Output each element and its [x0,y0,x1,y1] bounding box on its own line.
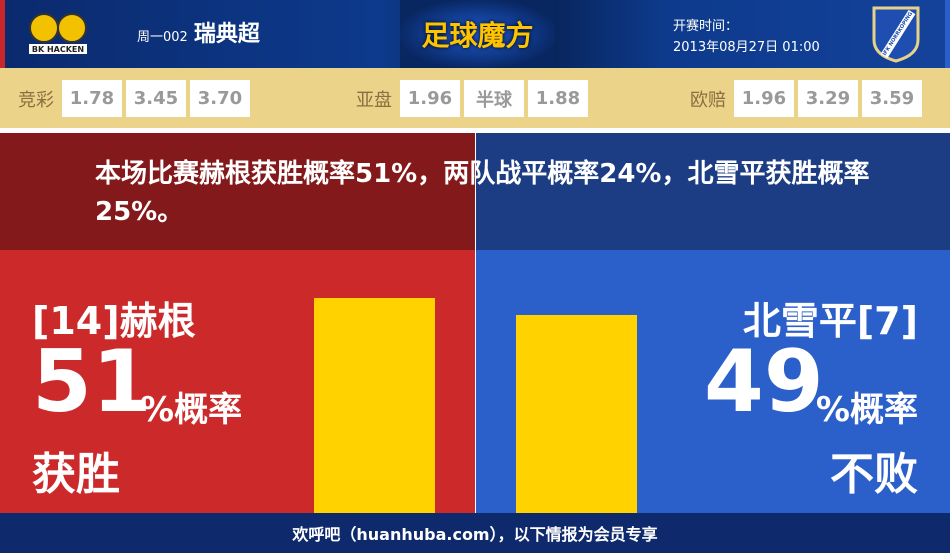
kickoff-time: 开赛时间： 2013年08月27日 01:00 [673,16,820,58]
home-panel: [14]赫根 51 %概率 获胜 [0,250,475,513]
away-panel: 北雪平[7] 49 %概率 不败 [476,250,950,513]
home-logo-text: BK HACKEN [32,45,84,54]
odds-value: 半球 [464,80,524,117]
away-team-logo: IFK NORRKOPING [872,6,920,63]
odds-label: 欧赔 [690,89,726,111]
league-name: 瑞典超 [193,22,260,47]
odds-jingcai: 竞彩 1.78 3.45 3.70 [18,80,250,117]
away-result: 不败 [830,449,918,500]
home-probability-bar [314,298,435,513]
home-result: 获胜 [32,449,120,500]
odds-value: 3.45 [126,80,186,117]
kickoff-value: 2013年08月27日 01:00 [673,40,820,55]
away-probability-bar [516,315,637,513]
odds-value: 1.96 [400,80,460,117]
home-percent-unit: %概率 [140,390,243,430]
odds-bar: 竞彩 1.78 3.45 3.70 亚盘 1.96 半球 1.88 欧赔 1.9… [0,68,950,128]
divider [0,128,950,133]
home-team-logo: BK HACKEN [29,13,87,54]
odds-label: 竞彩 [18,89,54,111]
odds-value: 3.59 [862,80,922,117]
away-team-name: 北雪平[7] [742,299,918,343]
summary-text: 本场比赛赫根获胜概率51%，两队战平概率24%，北雪平获胜概率25%。 [95,159,870,227]
summary-bg-home [0,133,475,250]
odds-value: 3.29 [798,80,858,117]
kickoff-label: 开赛时间： [673,19,739,34]
brand-logo: 足球魔方 [400,0,555,68]
odds-european: 欧赔 1.96 3.29 3.59 [690,80,922,117]
home-team-name: [14]赫根 [32,299,196,343]
home-percent: 51 [32,332,152,432]
match-number: 周一002 [137,30,188,45]
match-header: BK HACKEN 周一002 瑞典超 足球魔方 开赛时间： 2013年08月2… [0,0,950,68]
odds-label: 亚盘 [356,89,392,111]
away-percent: 49 [704,332,824,432]
odds-value: 1.88 [528,80,588,117]
odds-asian: 亚盘 1.96 半球 1.88 [356,80,588,117]
odds-value: 3.70 [190,80,250,117]
footer-banner: 欢呼吧（huanhuba.com），以下情报为会员专享 [0,513,950,553]
odds-value: 1.78 [62,80,122,117]
league-info: 周一002 瑞典超 [137,16,260,48]
summary-bg-away [476,133,950,250]
odds-value: 1.96 [734,80,794,117]
away-percent-unit: %概率 [815,390,918,430]
